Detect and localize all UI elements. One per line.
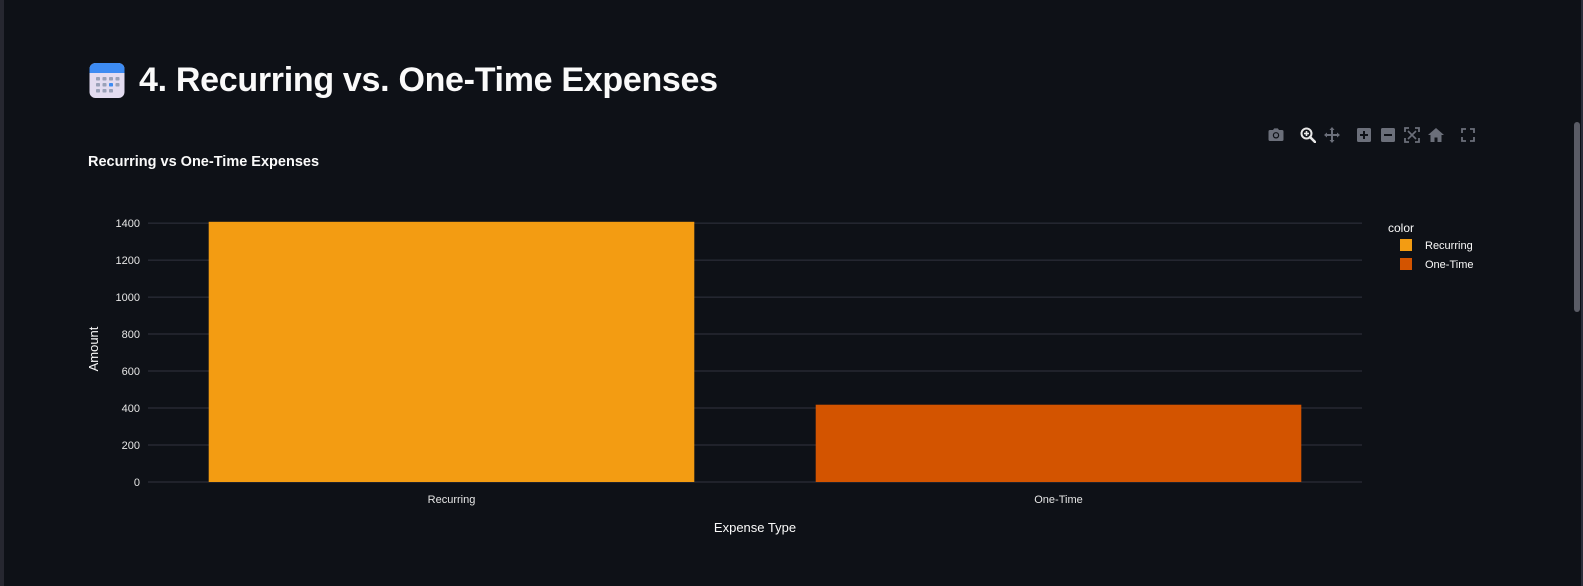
y-axis-ticks: 0 200 400 600 800 1000 1200 1400 (116, 218, 140, 489)
reset-axes-icon[interactable] (1424, 124, 1448, 146)
scrollbar-thumb[interactable] (1574, 122, 1580, 312)
y-tick-label: 1400 (116, 218, 140, 230)
y-tick-label: 1000 (116, 292, 140, 304)
section-header: 4. Recurring vs. One-Time Expenses (89, 56, 718, 104)
x-axis-ticks: Recurring One-Time (428, 494, 1083, 506)
left-border (0, 0, 4, 586)
chart-title: Recurring vs One-Time Expenses (88, 154, 319, 170)
pan-icon[interactable] (1320, 124, 1344, 146)
y-tick-label: 200 (122, 440, 140, 452)
page-title: 4. Recurring vs. One-Time Expenses (139, 60, 718, 99)
autoscale-icon[interactable] (1400, 124, 1424, 146)
x-axis-title: Expense Type (714, 520, 796, 535)
y-tick-label: 800 (122, 329, 140, 341)
zoom-icon[interactable] (1296, 124, 1320, 146)
legend-item-label[interactable]: One-Time (1425, 259, 1474, 271)
legend-title: color (1388, 221, 1414, 235)
legend-swatch[interactable] (1400, 258, 1412, 270)
chart-modebar (1264, 124, 1480, 146)
bars (208, 221, 1302, 482)
bar-one-time[interactable] (815, 404, 1302, 482)
scrollbar[interactable] (1569, 0, 1583, 586)
zoom-in-icon[interactable] (1352, 124, 1376, 146)
y-axis-title: Amount (86, 326, 101, 371)
zoom-out-icon[interactable] (1376, 124, 1400, 146)
right-border (1581, 0, 1583, 586)
fullscreen-icon[interactable] (1456, 124, 1480, 146)
y-tick-label: 0 (134, 477, 140, 489)
y-tick-label: 400 (122, 403, 140, 415)
legend: color Recurring One-Time (1388, 221, 1474, 271)
y-tick-label: 1200 (116, 255, 140, 267)
x-tick-label: One-Time (1034, 494, 1083, 506)
camera-icon[interactable] (1264, 124, 1288, 146)
bar-recurring[interactable] (208, 221, 695, 482)
calendar-icon (89, 62, 125, 99)
legend-swatch[interactable] (1400, 239, 1412, 251)
legend-item-label[interactable]: Recurring (1425, 240, 1473, 252)
x-tick-label: Recurring (428, 494, 476, 506)
y-tick-label: 600 (122, 366, 140, 378)
